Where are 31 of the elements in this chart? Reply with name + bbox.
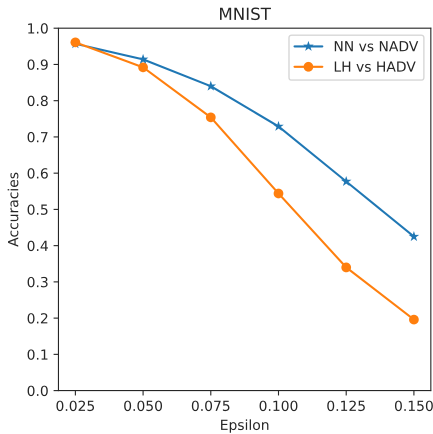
y-tick-label: 0.9 — [28, 59, 48, 70]
point — [408, 231, 420, 242]
point — [274, 188, 284, 198]
point — [206, 112, 216, 122]
y-tick-label: 0.5 — [28, 204, 48, 215]
y-tick-label: 0.7 — [28, 132, 48, 142]
y-tick-label: 0.2 — [28, 313, 48, 324]
y-tick-label: 0.4 — [28, 240, 48, 252]
x-tick-label: 0.025 — [56, 400, 94, 412]
point — [409, 314, 419, 324]
x-tick-label: 0.075 — [192, 400, 230, 412]
chart-title: MNIST — [220, 8, 271, 20]
y-tick-label: 0.8 — [28, 96, 48, 106]
y-tick-label: 0.6 — [28, 168, 48, 179]
x-tick-label: 0.125 — [327, 400, 365, 412]
y-tick-label: 1.0 — [28, 23, 48, 34]
legend-label: NN vs NADV — [334, 41, 418, 52]
x-axis-title: Epsilon — [221, 419, 268, 433]
y-tick-label: 0.3 — [28, 276, 48, 288]
x-tick-label: 0.050 — [124, 400, 162, 412]
point — [138, 62, 148, 72]
point — [206, 80, 216, 91]
point — [341, 262, 352, 272]
y-axis-title: Accuracies — [8, 172, 18, 247]
point — [273, 120, 284, 131]
point — [340, 176, 352, 186]
x-tick-label: 0.150 — [394, 400, 433, 412]
legend-label: LH vs HADV — [334, 62, 416, 72]
y-tick-label: 0.0 — [28, 386, 48, 396]
x-tick-label: 0.100 — [260, 400, 298, 412]
y-tick-label: 0.1 — [28, 349, 48, 360]
